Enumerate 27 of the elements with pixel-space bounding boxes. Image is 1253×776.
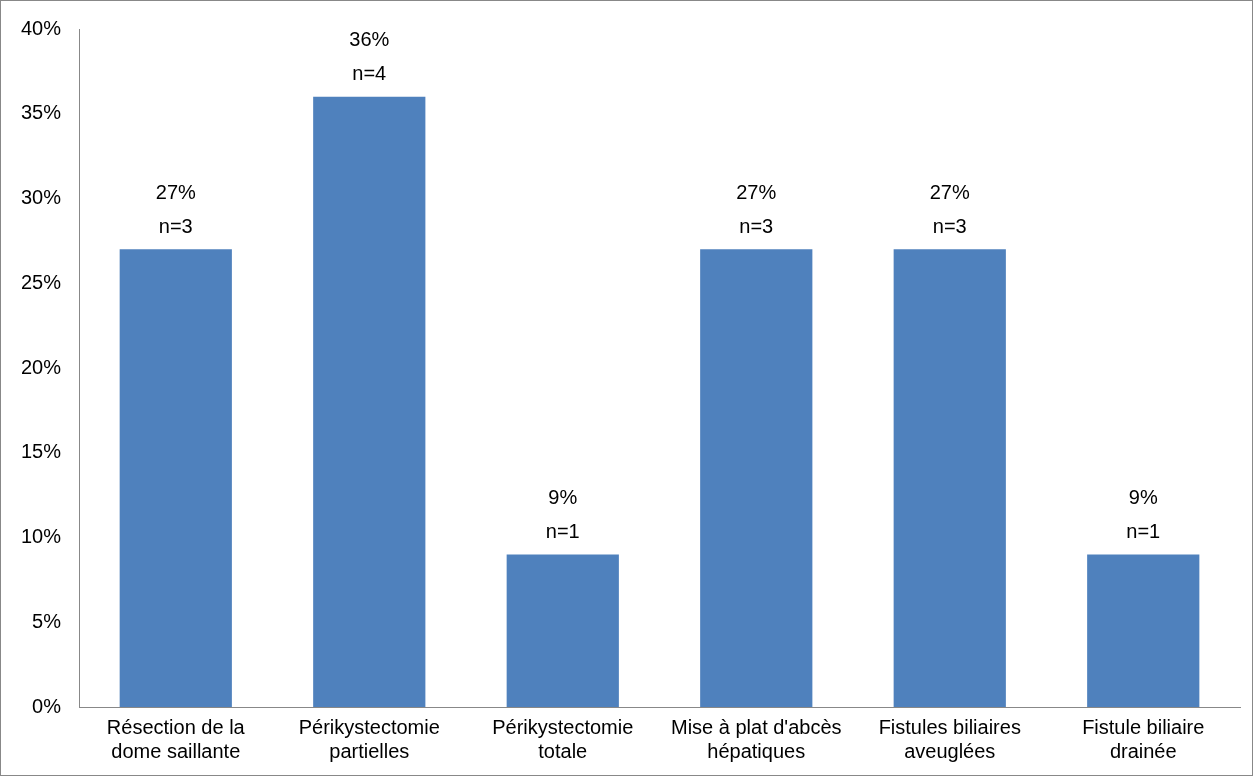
y-tick-label: 15% — [21, 440, 62, 463]
y-tick-label: 35% — [21, 101, 62, 124]
bar — [893, 249, 1006, 707]
y-tick-label: 0% — [32, 694, 62, 717]
y-tick-label: 5% — [32, 609, 62, 632]
bar — [506, 554, 619, 707]
y-tick-label: 25% — [21, 270, 62, 293]
bar — [1087, 554, 1200, 707]
data-label: 9% n=1 — [545, 485, 580, 542]
y-tick-label: 40% — [21, 16, 62, 39]
bar — [700, 249, 813, 707]
x-tick-label: Périkystectomie partielles — [298, 715, 440, 762]
x-tick-label: Fistule biliaire drainée — [1082, 715, 1205, 762]
data-label: 27% n=3 — [736, 180, 777, 237]
data-label: 36% n=4 — [349, 28, 390, 85]
x-tick-label: Fistules biliaires aveuglées — [878, 715, 1021, 762]
bar — [119, 249, 232, 707]
y-tick-label: 20% — [21, 355, 62, 378]
bar — [313, 96, 426, 707]
data-label: 9% n=1 — [1126, 485, 1161, 542]
data-label: 27% n=3 — [929, 180, 970, 237]
x-tick-label: Mise à plat d'abcès hépatiques — [670, 715, 842, 762]
data-label: 27% n=3 — [155, 180, 197, 237]
x-tick-label: Résection de la dome saillante — [106, 715, 246, 762]
y-tick-label: 30% — [21, 186, 62, 209]
x-tick-label: Périkystectomie totale — [492, 715, 634, 762]
y-tick-label: 10% — [21, 525, 62, 548]
